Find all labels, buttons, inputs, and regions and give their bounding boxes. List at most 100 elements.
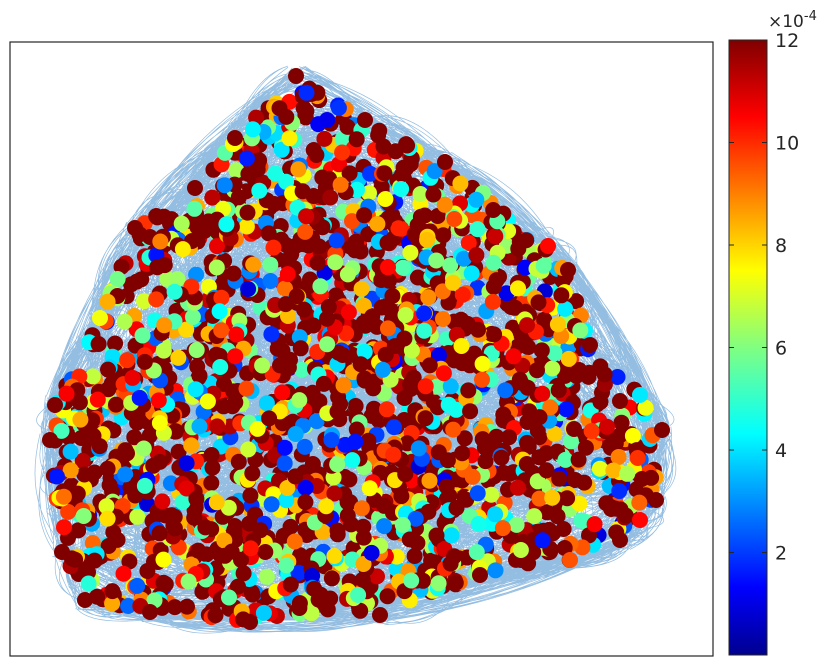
graph-node	[188, 342, 205, 358]
graph-node	[60, 503, 77, 520]
graph-node	[86, 552, 103, 569]
graph-node	[249, 420, 266, 437]
graph-node	[510, 479, 526, 496]
graph-node	[632, 512, 648, 528]
graph-node	[355, 529, 372, 546]
graph-node	[549, 316, 566, 333]
graph-node	[507, 299, 523, 316]
graph-node	[155, 342, 172, 359]
graph-node	[376, 165, 393, 182]
graph-node	[326, 485, 343, 502]
graph-node	[456, 430, 473, 447]
graph-node	[344, 452, 361, 469]
graph-node	[542, 399, 559, 416]
graph-node	[420, 503, 437, 520]
graph-node	[148, 291, 165, 308]
graph-node	[501, 465, 518, 482]
graph-node	[329, 403, 346, 420]
graph-node	[596, 366, 613, 383]
graph-node	[221, 589, 237, 606]
graph-node	[89, 588, 106, 605]
graph-node	[129, 577, 146, 594]
graph-node	[396, 330, 413, 347]
graph-node	[303, 605, 320, 622]
graph-node	[174, 493, 191, 510]
graph-node	[263, 326, 280, 343]
graph-node	[583, 423, 600, 439]
graph-node	[364, 308, 381, 325]
graph-node	[71, 394, 88, 411]
graph-node	[355, 556, 372, 572]
graph-node	[304, 567, 321, 584]
graph-node	[454, 445, 471, 462]
colorbar-tick-label: 4	[775, 440, 787, 462]
graph-node	[179, 598, 195, 615]
graph-node	[312, 278, 329, 295]
graph-node	[281, 130, 298, 147]
graph-node	[553, 287, 570, 304]
graph-node	[296, 438, 313, 455]
graph-node	[292, 547, 309, 564]
graph-node	[139, 563, 156, 579]
graph-node	[417, 378, 434, 395]
graph-node	[170, 443, 187, 460]
graph-node	[346, 242, 363, 259]
graph-node	[508, 516, 525, 533]
graph-node	[531, 449, 548, 466]
graph-node	[420, 289, 437, 306]
graph-node	[334, 144, 351, 161]
graph-node	[67, 551, 84, 568]
graph-node	[403, 342, 420, 359]
graph-node	[379, 588, 396, 605]
graph-node	[208, 346, 225, 363]
graph-node	[288, 68, 304, 84]
graph-node	[405, 369, 422, 386]
graph-node	[294, 183, 311, 200]
graph-node	[455, 250, 472, 267]
graph-node	[340, 304, 357, 321]
graph-node	[48, 468, 65, 485]
graph-node	[228, 162, 245, 179]
colorbar-tick-label: 8	[775, 235, 787, 257]
graph-node	[494, 520, 511, 537]
graph-node	[319, 336, 336, 353]
graph-node	[304, 456, 321, 472]
graph-node	[505, 348, 522, 365]
graph-node	[316, 130, 333, 147]
graph-node	[133, 271, 150, 288]
graph-node	[73, 430, 90, 446]
graph-node	[186, 200, 203, 217]
graph-node	[305, 142, 322, 158]
graph-node	[278, 108, 295, 125]
graph-node	[442, 378, 459, 395]
graph-node	[109, 531, 126, 548]
graph-node	[279, 266, 296, 283]
graph-node	[468, 247, 485, 263]
graph-node	[406, 548, 423, 564]
graph-node	[309, 254, 326, 271]
graph-node	[477, 453, 494, 470]
graph-node	[227, 348, 244, 365]
graph-node	[394, 516, 411, 533]
graph-node	[286, 533, 303, 550]
graph-node	[320, 298, 337, 315]
graph-node	[74, 453, 91, 469]
graph-node	[356, 207, 373, 224]
graph-node	[428, 527, 445, 544]
graph-node	[421, 472, 438, 489]
graph-node	[416, 207, 433, 224]
graph-node	[373, 179, 390, 195]
graph-node	[120, 598, 137, 614]
graph-node	[460, 382, 477, 399]
graph-node	[558, 401, 575, 418]
graph-node	[417, 410, 434, 427]
graph-node	[305, 317, 322, 334]
graph-node	[154, 493, 171, 510]
graph-node	[109, 271, 126, 287]
graph-node	[534, 532, 551, 549]
graph-node	[267, 165, 283, 182]
graph-node	[296, 301, 313, 318]
graph-node	[245, 256, 262, 273]
graph-node	[166, 599, 183, 616]
graph-node	[329, 522, 346, 539]
